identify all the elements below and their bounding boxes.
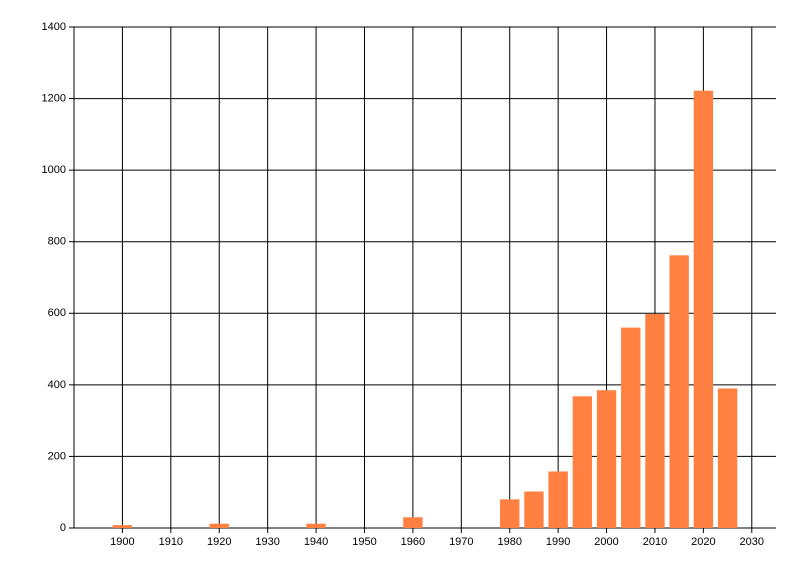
x-tick-label: 1990 <box>546 536 570 548</box>
x-tick-label: 1900 <box>110 536 134 548</box>
y-tick-label: 800 <box>48 236 66 248</box>
x-tick-label: 2010 <box>643 536 667 548</box>
bar <box>209 523 229 528</box>
x-tick-label: 2000 <box>594 536 618 548</box>
y-tick-label: 1000 <box>42 164 66 176</box>
y-tick-label: 600 <box>48 307 66 319</box>
x-tick-label: 1930 <box>255 536 279 548</box>
bar <box>524 491 544 528</box>
y-tick-label: 200 <box>48 450 66 462</box>
x-tick-label: 1980 <box>497 536 521 548</box>
x-tick-label: 2030 <box>740 536 764 548</box>
bar <box>596 390 617 528</box>
x-tick-label: 1920 <box>207 536 231 548</box>
bar <box>669 255 689 528</box>
bar <box>306 523 326 528</box>
y-tick-label: 0 <box>60 522 66 534</box>
x-tick-label: 2020 <box>691 536 715 548</box>
bar <box>693 90 714 528</box>
bar <box>621 327 641 528</box>
bar <box>500 499 520 528</box>
x-tick-label: 1950 <box>352 536 376 548</box>
y-tick-label: 1200 <box>42 92 66 104</box>
bar <box>645 314 665 528</box>
y-tick-label: 1400 <box>42 21 66 33</box>
x-tick-label: 1970 <box>449 536 473 548</box>
x-tick-label: 1910 <box>159 536 183 548</box>
bar <box>403 517 423 528</box>
bar <box>548 471 568 528</box>
x-tick-label: 1940 <box>304 536 328 548</box>
y-tick-label: 400 <box>48 379 66 391</box>
x-tick-label: 1960 <box>401 536 425 548</box>
bar <box>112 525 133 528</box>
bar <box>717 388 738 528</box>
bar <box>572 396 593 528</box>
